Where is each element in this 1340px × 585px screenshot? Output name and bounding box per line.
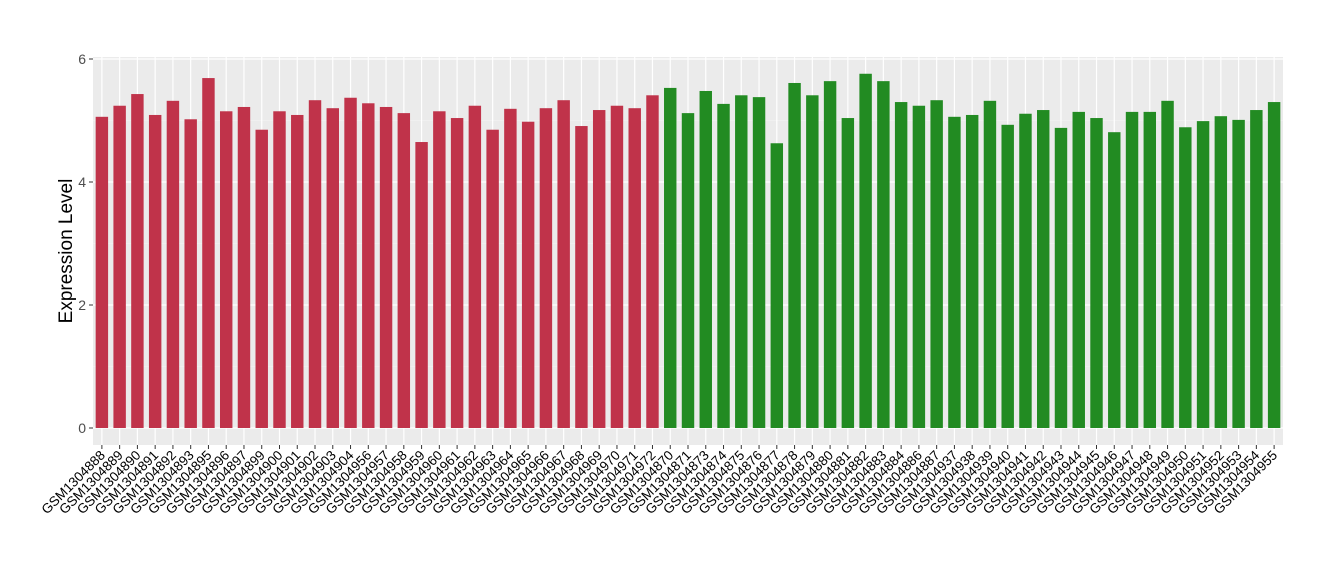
bar — [841, 118, 855, 428]
bar — [184, 119, 197, 429]
bar — [113, 105, 126, 429]
bar — [1072, 111, 1085, 428]
bar — [397, 113, 411, 429]
bar — [539, 108, 553, 428]
bar — [735, 95, 748, 428]
x-axis: GSM1304888GSM1304889GSM1304890GSM1304891… — [38, 445, 1280, 517]
bar — [770, 143, 784, 428]
bar — [948, 116, 961, 428]
bar — [1125, 111, 1139, 428]
y-tick-label: 4 — [78, 174, 86, 190]
bar — [1054, 127, 1068, 428]
bar — [237, 106, 251, 428]
y-tick-label: 6 — [78, 51, 86, 67]
bar — [610, 105, 624, 429]
bar — [308, 100, 322, 428]
bar — [1143, 111, 1157, 428]
bar — [983, 100, 997, 428]
bar — [1267, 102, 1281, 429]
bar — [1196, 121, 1210, 429]
bar — [379, 106, 393, 428]
bar — [450, 118, 464, 428]
y-axis: 0 2 4 6 — [78, 51, 93, 436]
bar — [1037, 110, 1050, 429]
y-tick-label: 2 — [78, 297, 86, 313]
bar — [344, 97, 357, 429]
bar — [664, 87, 677, 428]
bar — [486, 129, 499, 428]
bar — [930, 100, 943, 428]
bar — [557, 100, 570, 428]
bar — [699, 90, 712, 428]
bar — [362, 103, 375, 428]
bar — [219, 111, 233, 429]
bar — [592, 110, 606, 429]
bar — [273, 111, 286, 429]
bar — [166, 100, 180, 428]
bar — [681, 113, 695, 429]
y-axis-title: Expression Level — [56, 179, 77, 324]
bar — [148, 114, 162, 428]
bar — [1179, 127, 1192, 428]
bar — [521, 121, 535, 428]
bar — [326, 108, 339, 428]
bar — [1090, 118, 1103, 428]
bar — [859, 73, 872, 428]
bar — [95, 116, 109, 428]
bar — [894, 102, 908, 429]
bar — [1161, 100, 1174, 428]
bar — [131, 94, 144, 429]
bar — [1001, 124, 1014, 429]
y-tick-label: 0 — [78, 420, 86, 436]
bar — [291, 114, 304, 428]
bar — [912, 105, 926, 429]
bar — [717, 103, 730, 429]
bar — [575, 126, 588, 428]
bar — [1019, 113, 1032, 429]
bar — [1250, 110, 1263, 429]
bar — [1214, 116, 1228, 428]
bar — [965, 114, 979, 428]
bars — [95, 73, 1281, 429]
bar — [628, 108, 641, 428]
bar — [1108, 132, 1121, 428]
bar — [806, 95, 819, 428]
bar — [877, 81, 890, 428]
bar — [504, 108, 517, 428]
bar — [433, 111, 446, 429]
bar — [1232, 119, 1245, 428]
bar — [415, 142, 428, 428]
bar — [468, 105, 482, 429]
bar — [646, 95, 659, 428]
bar — [202, 78, 215, 428]
bar — [255, 129, 268, 428]
bar — [752, 97, 766, 428]
bar — [788, 82, 801, 429]
bar — [823, 81, 837, 428]
